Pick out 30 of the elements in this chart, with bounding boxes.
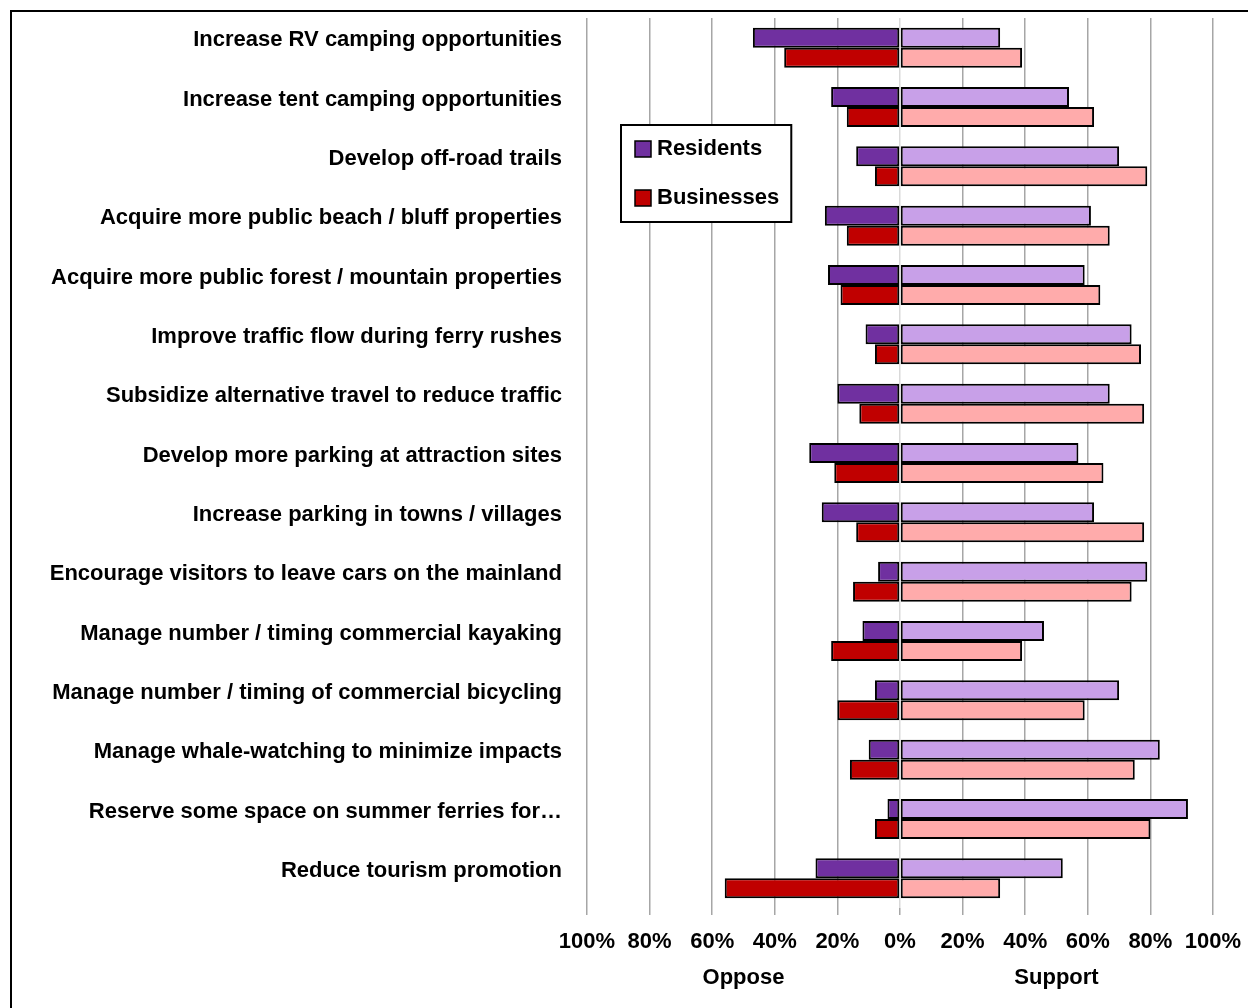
text: Support [1014,964,1100,990]
y-tick-label: Manage number / timing commercial kayaking [80,619,562,645]
y-tick-label: Develop more parking at attraction sites [142,441,562,467]
x-tick-label: 20% [940,928,985,954]
legend-label: Residents [657,135,763,161]
y-tick-label: Reserve some space on summer ferries for… [88,797,562,823]
text: Oppose [702,964,785,990]
y-tick-label: Encourage visitors to leave cars on the mainland [49,560,562,586]
y-tick-label: Increase RV camping opportunities [193,26,562,52]
x-tick-label: 100% [1184,928,1242,954]
x-tick-label: 60% [1065,928,1110,954]
x-tick-label: 40% [752,928,797,954]
x-tick-label: 80% [627,928,672,954]
x-tick-label: 0% [884,928,916,954]
y-tick-label: Increase tent camping opportunities [183,85,562,111]
y-tick-label: Increase parking in towns / villages [192,500,562,526]
y-tick-label: Subsidize alternative travel to reduce traffic [105,382,562,408]
y-tick-label: Manage number / timing of commercial bicycling [52,678,562,704]
y-tick-label: Reduce tourism promotion [280,856,562,882]
x-tick-label: 20% [815,928,860,954]
y-tick-label: Acquire more public beach / bluff properties [99,204,562,230]
y-tick-label: Acquire more public forest / mountain properties [51,263,562,289]
x-tick-label: 40% [1003,928,1048,954]
x-tick-label: 100% [558,928,616,954]
y-tick-label: Manage whale-watching to minimize impacts [93,738,562,764]
x-tick-label: 60% [690,928,735,954]
x-tick-label: 80% [1128,928,1173,954]
legend-label: Businesses [657,184,780,210]
y-tick-label: Develop off-road trails [328,144,562,170]
y-tick-label: Improve traffic flow during ferry rushes [151,322,562,348]
